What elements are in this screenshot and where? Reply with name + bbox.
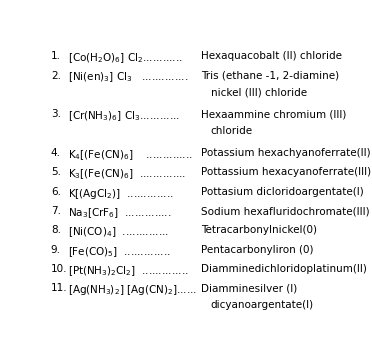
Text: Hexaquacobalt (II) chloride: Hexaquacobalt (II) chloride (201, 51, 342, 61)
Text: 11.: 11. (51, 283, 67, 294)
Text: 8.: 8. (51, 225, 61, 236)
Text: Hexaammine chromium (III): Hexaammine chromium (III) (201, 109, 346, 119)
Text: [Ag(NH$_3$)$_2$] [Ag(CN)$_2$]......: [Ag(NH$_3$)$_2$] [Ag(CN)$_2$]...... (68, 283, 197, 297)
Text: [Ni(en)$_3$] Cl$_3$   ..............: [Ni(en)$_3$] Cl$_3$ .............. (68, 70, 188, 84)
Text: [Pt(NH$_3$)$_2$Cl$_2$]  ..............: [Pt(NH$_3$)$_2$Cl$_2$] .............. (68, 264, 189, 278)
Text: 5.: 5. (51, 168, 61, 177)
Text: [Co(H$_2$O)$_6$] Cl$_2$............: [Co(H$_2$O)$_6$] Cl$_2$............ (68, 51, 183, 65)
Text: Tetracarbonylnickel(0): Tetracarbonylnickel(0) (201, 225, 317, 236)
Text: Tris (ethane -1, 2-diamine): Tris (ethane -1, 2-diamine) (201, 70, 339, 81)
Text: 1.: 1. (51, 51, 61, 61)
Text: Diamminedichloridoplatinum(II): Diamminedichloridoplatinum(II) (201, 264, 367, 274)
Text: K[(AgCl$_2$)]  ..............: K[(AgCl$_2$)] .............. (68, 187, 174, 201)
Text: K$_4$[(Fe(CN)$_6$]    ..............: K$_4$[(Fe(CN)$_6$] .............. (68, 148, 193, 162)
Text: [Fe(CO)$_5$]  ..............: [Fe(CO)$_5$] .............. (68, 245, 171, 259)
Text: Diamminesilver (I): Diamminesilver (I) (201, 283, 297, 294)
Text: 6.: 6. (51, 187, 61, 197)
Text: 2.: 2. (51, 70, 61, 81)
Text: 4.: 4. (51, 148, 61, 158)
Text: Potassium hexachyanoferrate(II): Potassium hexachyanoferrate(II) (201, 148, 371, 158)
Text: Pottasium dicloridoargentate(I): Pottasium dicloridoargentate(I) (201, 187, 363, 197)
Text: [Cr(NH$_3$)$_6$] Cl$_3$............: [Cr(NH$_3$)$_6$] Cl$_3$............ (68, 109, 180, 123)
Text: Na$_3$[CrF$_6$]  ..............: Na$_3$[CrF$_6$] .............. (68, 206, 171, 220)
Text: [Ni(CO)$_4$]  ..............: [Ni(CO)$_4$] .............. (68, 225, 169, 239)
Text: Sodium hexafluridochromate(III): Sodium hexafluridochromate(III) (201, 206, 369, 216)
Text: 7.: 7. (51, 206, 61, 216)
Text: 3.: 3. (51, 109, 61, 119)
Text: 9.: 9. (51, 245, 61, 255)
Text: Pentacarbonyliron (0): Pentacarbonyliron (0) (201, 245, 313, 255)
Text: nickel (III) chloride: nickel (III) chloride (211, 87, 307, 97)
Text: dicyanoargentate(I): dicyanoargentate(I) (211, 300, 314, 310)
Text: Pottassium hexacyanoferrate(III): Pottassium hexacyanoferrate(III) (201, 168, 371, 177)
Text: 10.: 10. (51, 264, 67, 274)
Text: chloride: chloride (211, 126, 253, 136)
Text: K$_3$[(Fe(CN)$_6$]  ..............: K$_3$[(Fe(CN)$_6$] .............. (68, 168, 186, 181)
